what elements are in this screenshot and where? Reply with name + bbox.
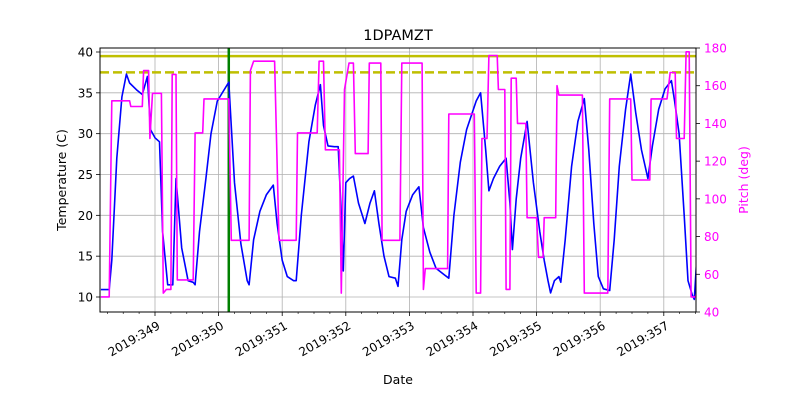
y2-axis-label: Pitch (deg)	[736, 146, 751, 214]
y-tick-label: 15	[78, 250, 93, 264]
plot-frame	[99, 47, 697, 313]
y-tick-label: 10	[78, 291, 93, 305]
temperature-line	[100, 73, 696, 301]
y2-tick-label: 100	[704, 192, 727, 206]
y2-tick-label: 80	[704, 230, 719, 244]
y-tick-label: 30	[78, 127, 93, 141]
y2-tick-label: 180	[704, 42, 727, 56]
y-axis-left: 10 15 20 25 30 35 40	[78, 46, 100, 305]
y-tick-label: 40	[78, 46, 93, 60]
y-axis-label: Temperature (C)	[54, 129, 69, 232]
y2-tick-label: 40	[704, 306, 719, 320]
y2-tick-label: 160	[704, 79, 727, 93]
y-axis-right: 40 60 80 100 120 140 160 180	[696, 42, 727, 320]
x-axis-label: Date	[383, 372, 413, 387]
y2-tick-label: 120	[704, 155, 727, 169]
y-tick-label: 20	[78, 209, 93, 223]
pitch-line	[100, 51, 696, 298]
y2-tick-label: 60	[704, 268, 719, 282]
y-tick-label: 25	[78, 168, 93, 182]
data-series	[100, 51, 696, 301]
y2-tick-label: 140	[704, 117, 727, 131]
y-tick-label: 35	[78, 86, 93, 100]
chart-title: 1DPAMZT	[363, 28, 433, 44]
